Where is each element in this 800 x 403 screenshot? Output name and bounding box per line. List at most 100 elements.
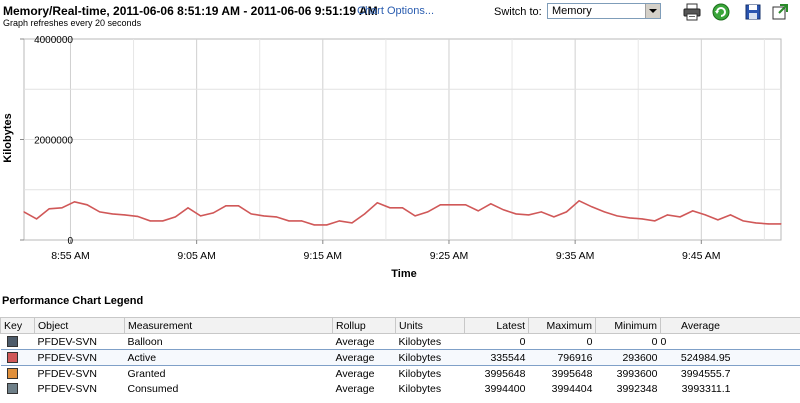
color-swatch bbox=[6, 383, 18, 395]
column-header-key[interactable]: Key bbox=[0, 317, 35, 334]
minimum-cell: 0 bbox=[651, 335, 658, 348]
data-point bbox=[654, 220, 656, 222]
data-point bbox=[48, 208, 50, 210]
table-row[interactable]: PFDEV-SVN Consumed Average Kilobytes 399… bbox=[1, 381, 800, 396]
y-tick-label: 2000000 bbox=[34, 136, 73, 147]
latest-cell: 335544 bbox=[464, 349, 529, 366]
data-point bbox=[490, 203, 492, 205]
table-row[interactable]: PFDEV-SVN Granted Average Kilobytes 3995… bbox=[1, 366, 800, 382]
data-point bbox=[717, 219, 719, 221]
popout-icon[interactable] bbox=[770, 2, 790, 22]
data-point bbox=[755, 222, 757, 224]
data-point bbox=[427, 211, 429, 213]
average-cell: 0 bbox=[660, 335, 667, 348]
key-cell[interactable] bbox=[1, 381, 35, 396]
data-point bbox=[73, 201, 76, 203]
measurement-cell: Consumed bbox=[127, 382, 179, 395]
key-cell[interactable] bbox=[1, 366, 35, 382]
table-row[interactable]: PFDEV-SVN Active Average Kilobytes 33554… bbox=[0, 349, 800, 366]
x-tick-label: 9:15 AM bbox=[304, 250, 343, 262]
data-point bbox=[591, 206, 593, 208]
maximum-cell: 796916 bbox=[528, 349, 596, 366]
data-point bbox=[174, 216, 176, 218]
data-point bbox=[263, 215, 265, 217]
average-cell: 3994555.7 bbox=[661, 366, 800, 382]
units-cell: Kilobytes bbox=[398, 382, 442, 395]
key-cell[interactable] bbox=[1, 334, 35, 350]
data-point bbox=[528, 214, 530, 216]
measurement-cell: Balloon bbox=[127, 335, 163, 348]
data-point bbox=[86, 204, 88, 206]
data-point bbox=[376, 202, 378, 204]
column-header-latest[interactable]: Latest bbox=[464, 317, 529, 334]
switch-to-value: Memory bbox=[552, 5, 592, 17]
color-swatch bbox=[6, 368, 18, 380]
x-axis-label: Time bbox=[391, 268, 416, 280]
object-cell: PFDEV-SVN bbox=[34, 349, 125, 366]
data-point bbox=[679, 216, 681, 218]
data-point bbox=[780, 223, 782, 225]
data-point bbox=[742, 220, 744, 222]
key-cell[interactable] bbox=[0, 349, 35, 366]
data-point bbox=[225, 205, 227, 207]
maximum-cell: 3995648 bbox=[551, 367, 593, 380]
refresh-icon[interactable] bbox=[711, 2, 731, 22]
y-axis-label: Kilobytes bbox=[2, 113, 14, 163]
minimum-cell: 3993600 bbox=[616, 367, 658, 380]
data-point bbox=[99, 211, 101, 213]
x-tick-label: 8:55 AM bbox=[51, 250, 90, 262]
data-point bbox=[313, 224, 315, 226]
units-cell: Kilobytes bbox=[398, 367, 442, 380]
maximum-cell: 3994404 bbox=[551, 382, 593, 395]
data-point bbox=[515, 213, 517, 215]
latest-cell: 0 bbox=[519, 335, 526, 348]
color-swatch bbox=[6, 336, 18, 348]
data-point bbox=[200, 215, 202, 217]
chart-header: Memory/Real-time, 2011-06-06 8:51:19 AM … bbox=[0, 0, 800, 32]
data-point bbox=[578, 200, 580, 202]
line-chart-svg: 020000004000000 8:55 AM9:05 AM9:15 AM9:2… bbox=[2, 35, 782, 280]
data-point bbox=[729, 214, 732, 216]
data-point bbox=[111, 213, 113, 215]
column-header-object[interactable]: Object bbox=[34, 317, 125, 334]
average-value: 3993311.1 bbox=[681, 382, 731, 395]
column-header-units[interactable]: Units bbox=[395, 317, 465, 334]
data-point bbox=[326, 224, 328, 226]
y-tick-label: 4000000 bbox=[34, 35, 73, 46]
chart-title: Memory/Real-time, 2011-06-06 8:51:19 AM … bbox=[3, 4, 378, 18]
object-cell: PFDEV-SVN bbox=[37, 335, 98, 348]
column-header-measurement[interactable]: Measurement bbox=[124, 317, 333, 334]
column-header-minimum[interactable]: Minimum bbox=[595, 317, 661, 334]
switch-to-select[interactable]: Memory bbox=[547, 3, 661, 19]
rollup-cell: Average bbox=[335, 367, 375, 380]
data-point bbox=[439, 204, 441, 206]
chevron-down-icon[interactable] bbox=[645, 4, 660, 18]
column-header-rollup[interactable]: Rollup bbox=[332, 317, 396, 334]
data-point bbox=[301, 220, 303, 222]
latest-cell: 3994400 bbox=[484, 382, 526, 395]
data-point bbox=[364, 213, 366, 215]
column-header-maximum[interactable]: Maximum bbox=[528, 317, 596, 334]
data-point bbox=[477, 210, 479, 212]
chart-options-link[interactable]: Chart Options... bbox=[357, 5, 435, 17]
measurement-cell: Granted bbox=[127, 367, 166, 380]
data-point bbox=[603, 211, 606, 213]
data-point bbox=[616, 215, 618, 217]
data-point bbox=[389, 207, 391, 209]
printer-icon[interactable] bbox=[682, 2, 702, 22]
save-icon[interactable] bbox=[743, 2, 763, 22]
maximum-cell: 0 bbox=[586, 335, 593, 348]
data-point bbox=[465, 204, 467, 206]
x-tick-label: 9:45 AM bbox=[682, 250, 721, 262]
data-point bbox=[502, 209, 504, 211]
x-axis: 8:55 AM 9:05 AM 9:15 AM 9:25 AM 9:35 AM 9:45 … bbox=[51, 240, 721, 262]
data-point bbox=[250, 213, 252, 215]
rollup-cell: Average bbox=[335, 335, 375, 348]
data-point bbox=[338, 220, 340, 222]
measurement-cell: Active bbox=[124, 349, 333, 366]
table-row[interactable]: PFDEV-SVN Balloon Average Kilobytes 0 0 … bbox=[1, 334, 800, 350]
data-point bbox=[288, 220, 290, 222]
column-header-average[interactable]: Average bbox=[660, 317, 800, 334]
minimum-cell: 293600 bbox=[595, 349, 661, 366]
latest-cell: 3995648 bbox=[484, 367, 526, 380]
